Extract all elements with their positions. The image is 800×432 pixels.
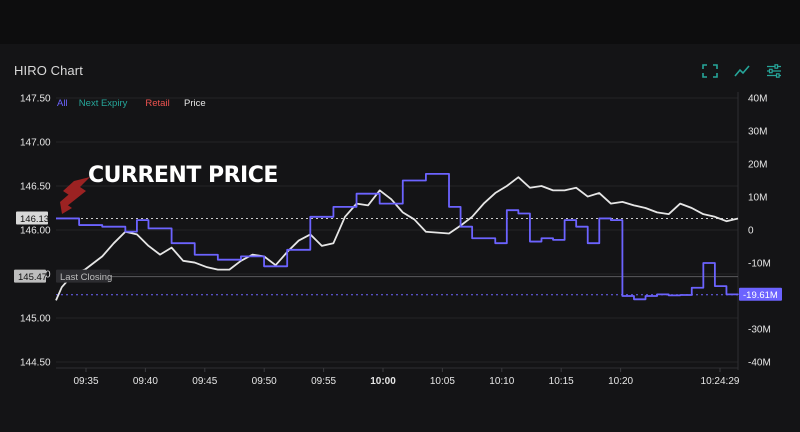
expand-icon[interactable] — [702, 64, 718, 78]
left-axis-tick-label: 144.50 — [20, 358, 51, 369]
chart-title: HIRO Chart — [14, 63, 83, 78]
x-axis-tick-label: 09:35 — [73, 376, 98, 387]
last-close-label-bg — [56, 269, 110, 283]
legend-item: Price — [184, 98, 206, 109]
right-axis-tick-label: -10M — [748, 259, 771, 270]
chart-toolbar — [702, 64, 782, 78]
right-axis-tick-label: -30M — [748, 325, 771, 336]
line-chart-icon[interactable] — [734, 64, 750, 78]
chart-panel — [0, 44, 800, 432]
right-axis-tick-label: -40M — [748, 358, 771, 369]
hiro-value-badge: -19.61M — [743, 290, 778, 301]
left-axis-tick-label: 147.50 — [20, 94, 51, 105]
legend-item: All — [57, 98, 68, 109]
legend-item: Next Expiry — [79, 98, 128, 109]
x-axis-tick-label: 09:55 — [311, 376, 336, 387]
x-axis-tick-label: 09:50 — [252, 376, 277, 387]
chart-legend: All Next Expiry Retail Price — [57, 98, 206, 109]
current-price-badge: 146.13 — [20, 214, 49, 225]
annotation-arrow-head — [62, 177, 90, 210]
series-line-price — [55, 176, 739, 301]
settings-sliders-icon[interactable] — [766, 64, 782, 78]
right-axis-tick-label: 20M — [748, 160, 767, 171]
left-axis-tick-label: 146.50 — [20, 182, 51, 193]
left-axis-tick-label: 145.00 — [20, 314, 51, 325]
right-axis-tick-label: 0 — [748, 226, 754, 237]
x-axis-tick-label: 10:20 — [608, 376, 633, 387]
right-axis-tick-label: 40M — [748, 94, 767, 105]
x-axis-tick-label: 10:00 — [370, 376, 396, 387]
x-axis-tick-label: 10:15 — [549, 376, 574, 387]
right-axis-tick-label: 10M — [748, 193, 767, 204]
left-axis-tick-label: 147.00 — [20, 138, 51, 149]
x-axis-tick-label: 10:24:29 — [701, 376, 740, 387]
x-axis-tick-label: 10:10 — [489, 376, 514, 387]
x-axis-tick-label: 10:05 — [430, 376, 455, 387]
x-axis-tick-label: 09:45 — [192, 376, 217, 387]
right-axis-tick-label: 30M — [748, 127, 767, 138]
last-close-label: Last Closing — [60, 272, 112, 283]
left-axis-tick-label: 146.00 — [20, 226, 51, 237]
hiro-value-badge-bg — [739, 287, 782, 301]
x-axis-tick-label: 09:40 — [133, 376, 158, 387]
current-price-badge-bg — [16, 211, 48, 225]
series-line-all — [56, 173, 739, 301]
last-close-price-badge-bg — [14, 269, 46, 283]
legend-item: Retail — [145, 98, 169, 109]
current-price-annotation: CURRENT PRICE — [88, 163, 278, 188]
last-close-price-badge: 145.47 — [18, 272, 47, 283]
